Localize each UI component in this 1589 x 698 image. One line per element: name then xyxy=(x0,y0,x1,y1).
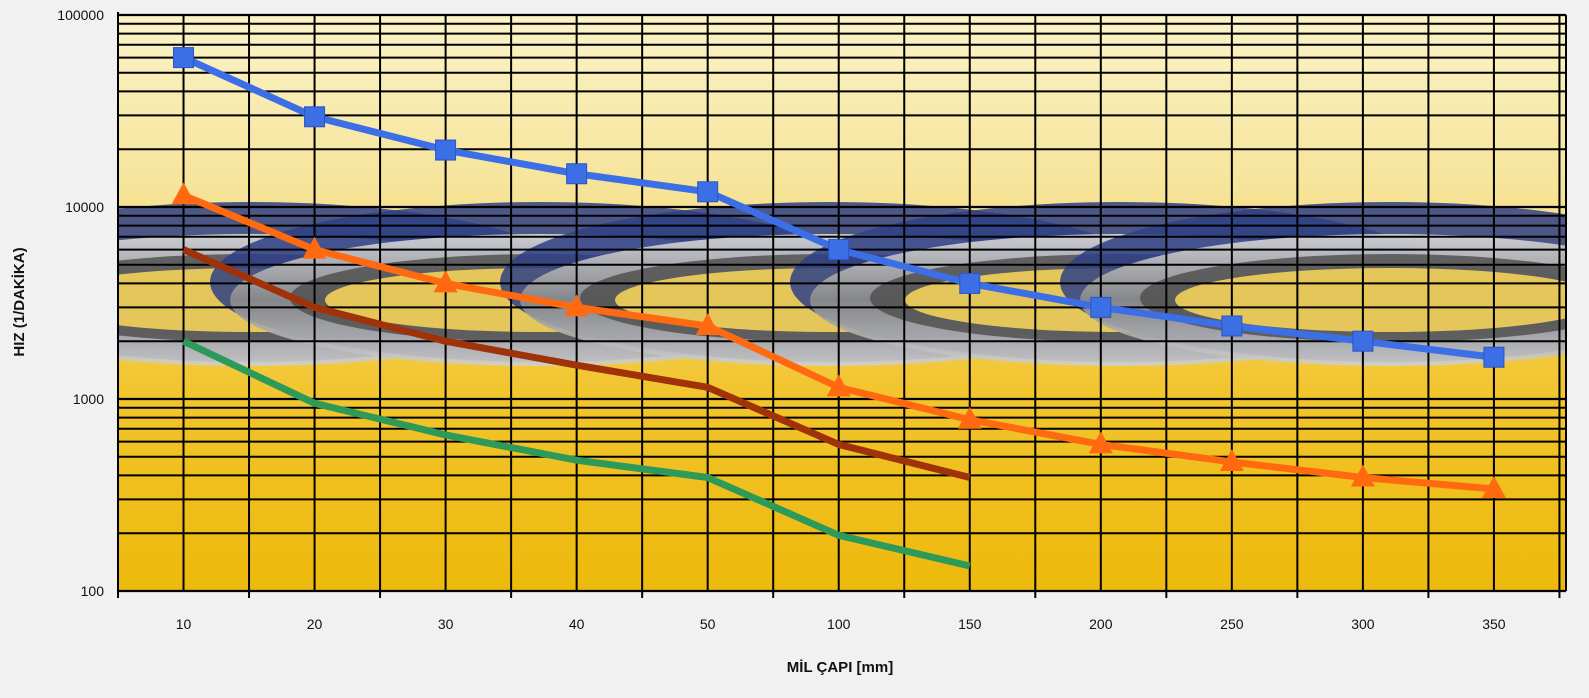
series-3-line xyxy=(182,246,971,481)
x-tick-label: 20 xyxy=(307,616,323,632)
series-1-point xyxy=(1221,315,1243,337)
series-4 xyxy=(182,338,971,570)
x-tick-label: 200 xyxy=(1089,616,1113,632)
x-tick-label: 10 xyxy=(176,616,192,632)
series-4-line xyxy=(182,338,971,570)
series-1-point xyxy=(828,239,850,261)
series-2-point xyxy=(171,182,196,205)
series-2-point xyxy=(1350,464,1375,487)
x-tick-label: 100 xyxy=(827,616,851,632)
tick-labels: 10 20 30 40 50 100 150 200 250 300 350 100 1000 10000… xyxy=(57,7,1506,632)
series-2-point xyxy=(433,270,458,293)
x-tick-label: 300 xyxy=(1351,616,1375,632)
x-tick-label: 350 xyxy=(1482,616,1506,632)
series-2-point xyxy=(826,374,851,397)
series-1-point xyxy=(173,47,195,69)
y-tick-label: 100000 xyxy=(57,7,104,23)
series-2 xyxy=(171,182,1506,498)
series-2-point xyxy=(695,312,720,335)
series-2-point xyxy=(1481,475,1506,498)
series-1-point xyxy=(697,181,719,203)
series-1-point xyxy=(1483,346,1505,368)
x-tick-label: 40 xyxy=(569,616,585,632)
series-3 xyxy=(182,246,971,481)
series-2-point xyxy=(564,294,589,317)
x-tick-label: 150 xyxy=(958,616,982,632)
series-1-point xyxy=(304,106,326,128)
x-tick-label: 250 xyxy=(1220,616,1244,632)
x-tick-label: 30 xyxy=(438,616,454,632)
y-tick-label: 1000 xyxy=(73,391,104,407)
x-tick-label: 50 xyxy=(700,616,716,632)
axes xyxy=(117,12,1566,598)
series-1 xyxy=(173,47,1505,368)
series-2-point xyxy=(1219,448,1244,471)
series-2-point xyxy=(1088,431,1113,454)
x-axis-title: MİL ÇAPI [mm] xyxy=(787,659,893,676)
y-axis-title: HIZ (1/DAKİKA) xyxy=(11,247,28,356)
series-1-point xyxy=(959,272,981,294)
series-1-point xyxy=(1090,296,1112,318)
series-layer xyxy=(171,47,1506,570)
series-1-point xyxy=(435,139,457,161)
series-2-point xyxy=(302,236,327,259)
y-tick-label: 100 xyxy=(81,583,105,599)
series-2-point xyxy=(957,406,982,429)
y-tick-label: 10000 xyxy=(65,199,104,215)
series-1-point xyxy=(566,163,588,185)
series-1-point xyxy=(1352,330,1374,352)
